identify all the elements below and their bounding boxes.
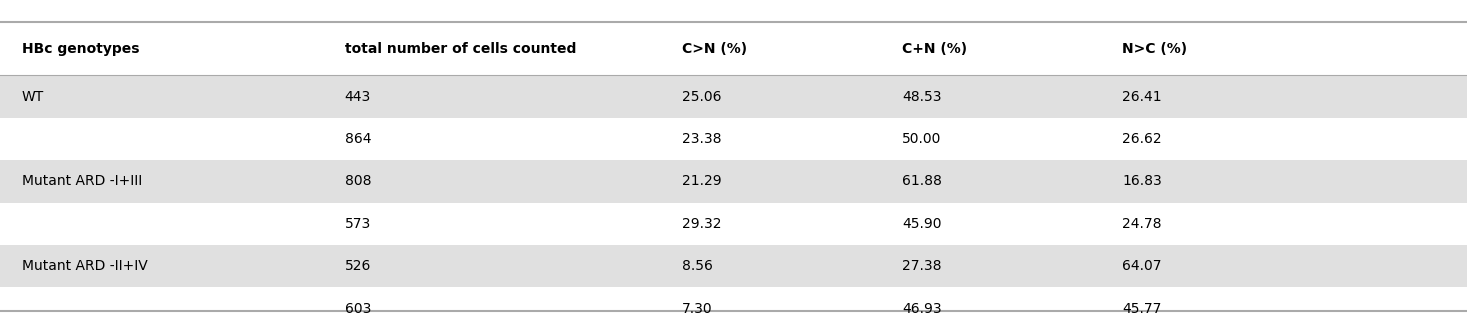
Text: 45.77: 45.77 [1122,301,1162,314]
Bar [0,245,1467,287]
Text: 64.07: 64.07 [1122,259,1162,273]
Text: 29.32: 29.32 [682,217,722,231]
Text: total number of cells counted: total number of cells counted [345,42,577,56]
Text: 526: 526 [345,259,371,273]
Text: C+N (%): C+N (%) [902,42,967,56]
Bar [0,75,1467,118]
Text: HBc genotypes: HBc genotypes [22,42,139,56]
Text: 45.90: 45.90 [902,217,942,231]
Text: 50.00: 50.00 [902,132,942,146]
Text: C>N (%): C>N (%) [682,42,747,56]
Text: N>C (%): N>C (%) [1122,42,1187,56]
Text: 8.56: 8.56 [682,259,713,273]
Text: Mutant ARD -I+III: Mutant ARD -I+III [22,174,142,188]
Text: 603: 603 [345,301,371,314]
Text: 27.38: 27.38 [902,259,942,273]
Text: Mutant ARD -II+IV: Mutant ARD -II+IV [22,259,148,273]
Text: 21.29: 21.29 [682,174,722,188]
Text: 61.88: 61.88 [902,174,942,188]
Text: 443: 443 [345,89,371,104]
Text: WT: WT [22,89,44,104]
Text: 24.78: 24.78 [1122,217,1162,231]
Text: 26.62: 26.62 [1122,132,1162,146]
Text: 23.38: 23.38 [682,132,722,146]
Text: 573: 573 [345,217,371,231]
Text: 25.06: 25.06 [682,89,722,104]
Text: 26.41: 26.41 [1122,89,1162,104]
Text: 46.93: 46.93 [902,301,942,314]
Text: 808: 808 [345,174,371,188]
Text: 16.83: 16.83 [1122,174,1162,188]
Text: 7.30: 7.30 [682,301,713,314]
Bar [0,160,1467,203]
Text: 864: 864 [345,132,371,146]
Text: 48.53: 48.53 [902,89,942,104]
